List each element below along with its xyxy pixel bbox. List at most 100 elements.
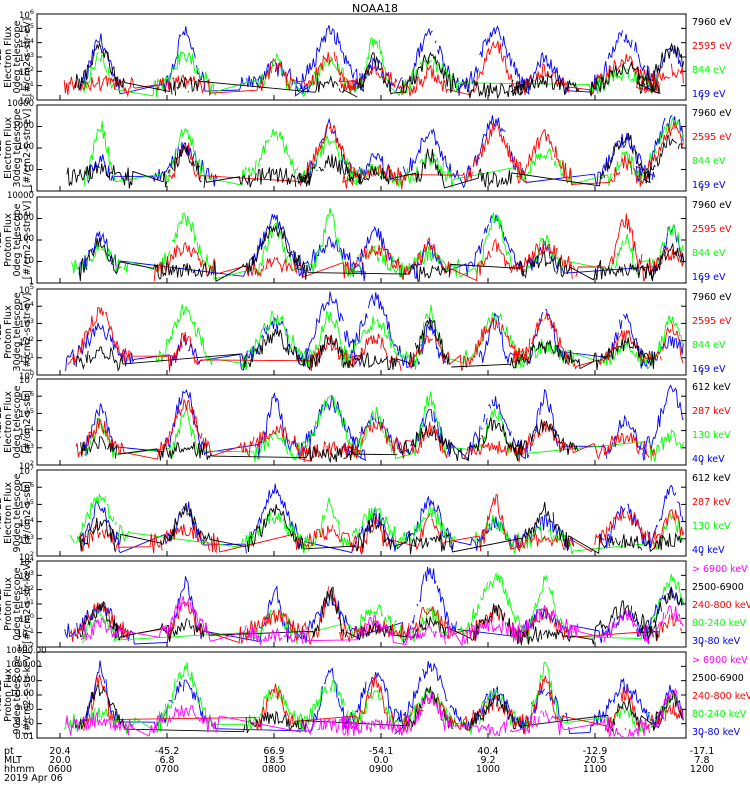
ytick-label: 103 — [19, 441, 34, 455]
series-trace — [155, 304, 684, 371]
panel-ylabel: TED Electron Flux 30deg telescope [#/cm2-s-… — [0, 108, 33, 188]
series-trace — [71, 207, 684, 280]
ytick-label: 10-1 — [16, 626, 34, 640]
axis-row-value: 9.2 — [480, 755, 496, 766]
axis-row-value: 66.9 — [263, 746, 285, 757]
legend-entry: 844 eV — [692, 65, 726, 76]
ytick-label: 102 — [19, 459, 34, 472]
ytick-label: 1000 — [12, 212, 34, 223]
axis-row-value: 20.5 — [584, 755, 606, 766]
ytick-label: 102 — [19, 550, 34, 563]
ytick-label: 100 — [19, 94, 34, 107]
panel-ylabel: MEPED Proton Flux 90deg telescope [#/cm2-s-… — [0, 651, 33, 735]
date-label: 2019 Apr 06 — [4, 773, 63, 784]
series-trace — [67, 307, 684, 372]
panel-1 — [36, 13, 703, 101]
ytick-label: 1 — [28, 277, 34, 287]
ytick-label: 104 — [19, 515, 34, 529]
ytick-label: 10-2 — [16, 641, 34, 654]
ytick-label: 0.10 — [15, 717, 34, 728]
ytick-label: 1000 — [12, 120, 34, 131]
axis-row-value: 1100 — [582, 764, 608, 775]
legend-entry: 169 eV — [692, 89, 726, 100]
ytick-label: 105 — [19, 283, 34, 296]
ytick-label: 104 — [19, 36, 34, 50]
panel-ylabel: MEPED Proton Flux 0deg telescope [#/cm2-s-s… — [0, 560, 33, 644]
ytick-label: 1000.00 — [6, 660, 42, 671]
legend-entry: 287 keV — [692, 406, 731, 417]
ytick-label: 103 — [19, 569, 34, 583]
ytick-label: 10 — [23, 255, 34, 266]
panel-8 — [36, 651, 703, 739]
axis-row-value: 18.5 — [263, 755, 285, 766]
ytick-label: 100 — [17, 142, 34, 152]
ytick-label: 10.00 — [9, 689, 34, 699]
legend-entry: 2595 eV — [692, 132, 732, 143]
panel-frame — [36, 469, 687, 557]
ytick-label: 10 — [23, 163, 34, 174]
panel-7 — [36, 560, 703, 648]
panel-2 — [36, 104, 703, 192]
legend-entry: 7960 eV — [692, 200, 732, 211]
ytick-label: 103 — [19, 51, 34, 64]
axis-row-value: 0700 — [154, 764, 180, 775]
panel-3 — [36, 196, 703, 284]
series-trace — [82, 571, 684, 645]
ytick-label: 106 — [19, 481, 34, 495]
ytick-label: 104 — [19, 424, 34, 438]
legend-entry: 40 keV — [692, 545, 725, 556]
axis-row-label: pt — [4, 746, 14, 757]
panel-4 — [36, 288, 703, 376]
series-trace — [73, 41, 685, 100]
axis-row-value: 1200 — [689, 764, 715, 775]
legend-entry: 612 keV — [692, 473, 731, 484]
axis-row-value: 7.8 — [694, 755, 710, 766]
ytick-label: 106 — [19, 390, 34, 404]
legend-entry: 30-80 keV — [692, 636, 741, 647]
ytick-label: 101 — [19, 79, 34, 93]
series-trace — [78, 225, 685, 283]
legend-entry: 80-240 keV — [692, 709, 747, 720]
axis-row-value: 6.8 — [159, 755, 175, 766]
legend-entry: 40 keV — [692, 454, 725, 465]
series-trace — [80, 493, 685, 555]
panel-6 — [36, 469, 703, 557]
panel-5 — [36, 378, 703, 466]
axis-row-value: 20.0 — [49, 755, 71, 766]
axis-row-value: -54.1 — [368, 746, 394, 757]
panel-frame — [36, 196, 687, 284]
legend-entry: 612 keV — [692, 382, 731, 393]
ytick-label: 105 — [19, 22, 34, 36]
ytick-label: 102 — [19, 65, 34, 79]
legend-entry: 7960 eV — [692, 17, 732, 28]
axis-row-value: -17.1 — [689, 746, 715, 757]
legend-entry: 844 eV — [692, 248, 726, 259]
legend-entry: 2595 eV — [692, 224, 732, 235]
legend-entry: 240-800 keV — [692, 691, 750, 702]
ytick-label: 107 — [19, 373, 34, 386]
ytick-label: 1 — [28, 185, 34, 195]
axis-row-value: 0.0 — [373, 755, 389, 766]
series-trace — [70, 586, 683, 644]
ytick-label: 106 — [19, 8, 34, 21]
ytick-label: 100 — [19, 369, 34, 382]
legend-entry: 80-240 keV — [692, 618, 747, 629]
series-trace — [153, 213, 684, 282]
ytick-label: 10000 — [6, 99, 34, 109]
legend-entry: 169 eV — [692, 364, 726, 375]
series-trace — [79, 483, 684, 554]
ytick-label: 105 — [19, 407, 34, 421]
legend-entry: 130 keV — [692, 521, 731, 532]
ytick-label: 10000.00 — [6, 646, 47, 656]
legend-entry: 2500-6900 — [692, 582, 744, 593]
legend-entry: 2595 eV — [692, 316, 732, 327]
legend-entry: 169 eV — [692, 180, 726, 191]
panel-frame — [36, 378, 687, 466]
axis-row-label: hhmm — [4, 764, 35, 775]
panel-frame — [36, 288, 687, 376]
panel-ylabel: MEPED Electron Flux 90deg telescope [#/cm2-… — [0, 473, 33, 553]
ytick-label: 100 — [17, 234, 34, 244]
legend-entry: 7960 eV — [692, 108, 732, 119]
axis-row-value: 20.4 — [49, 746, 71, 757]
